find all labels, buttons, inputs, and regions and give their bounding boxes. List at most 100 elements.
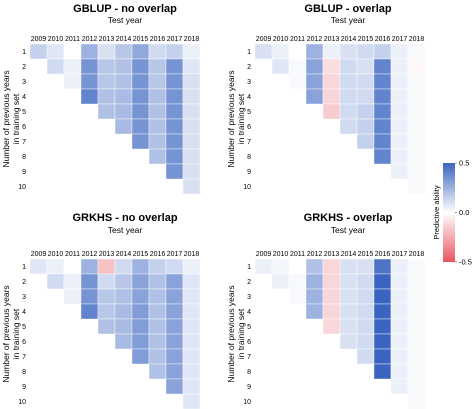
x-tick-label: 2014: [341, 36, 357, 43]
heatmap-cell: [97, 73, 116, 90]
heatmap-cell: [165, 288, 184, 305]
heatmap-cell: [390, 288, 409, 305]
heatmap-cell: [97, 58, 116, 75]
heatmap-cell: [80, 58, 99, 75]
y-tick-label: 4: [22, 309, 26, 316]
heatmap-cell: [165, 163, 184, 180]
heatmap-cell: [63, 73, 82, 90]
heatmap-cell: [373, 363, 392, 380]
heatmap-cell: [339, 43, 358, 60]
heatmap-cell: [46, 43, 65, 60]
x-tick-label: 2013: [324, 36, 340, 43]
y-tick-label: 10: [243, 399, 251, 406]
heatmap-cell: [165, 103, 184, 120]
heatmap-cell: [373, 133, 392, 150]
heatmap-cell: [46, 273, 65, 290]
heatmap-cell: [339, 73, 358, 90]
y-tick-label: 6: [22, 339, 26, 346]
heatmap-cell: [148, 133, 167, 150]
heatmap-cell: [80, 258, 99, 275]
x-axis-title: Test year: [331, 225, 366, 235]
heatmap-cell: [114, 318, 133, 335]
y-tick-label: 5: [247, 324, 251, 331]
heatmap-cell: [165, 118, 184, 135]
heatmap-cell: [182, 58, 201, 75]
x-tick-label: 2013: [99, 36, 115, 43]
heatmap-cell: [390, 103, 409, 120]
heatmap-cell: [356, 103, 375, 120]
heatmap-cell: [80, 43, 99, 60]
x-axis-title: Test year: [108, 15, 143, 25]
heatmap-cell: [390, 303, 409, 320]
heatmap-cell: [390, 148, 409, 165]
heatmap-cell: [114, 333, 133, 350]
heatmap-cell: [407, 163, 426, 180]
heatmap-cell: [390, 163, 409, 180]
x-tick-label: 2014: [116, 36, 132, 43]
heatmap-cell: [390, 258, 409, 275]
heatmap-cell: [182, 258, 201, 275]
heatmap-cell: [131, 88, 150, 105]
heatmap-cell: [305, 273, 324, 290]
heatmap-cell: [182, 348, 201, 365]
y-tick-label: 10: [18, 399, 26, 406]
heatmap-cell: [148, 273, 167, 290]
heatmap-cell: [254, 43, 273, 60]
heatmap-cell: [407, 118, 426, 135]
heatmap-cell: [288, 43, 307, 60]
y-tick-label: 2: [247, 64, 251, 71]
heatmap-cell: [148, 148, 167, 165]
x-axis-title: Test year: [108, 225, 143, 235]
x-tick-label: 2010: [48, 251, 64, 258]
heatmap-cell: [148, 88, 167, 105]
heatmap-cell: [182, 43, 201, 60]
x-tick-label: 2012: [82, 251, 98, 258]
heatmap-cell: [339, 273, 358, 290]
heatmap-cell: [131, 58, 150, 75]
y-tick-label: 2: [22, 279, 26, 286]
x-tick-label: 2017: [392, 251, 408, 258]
heatmap-cell: [339, 288, 358, 305]
x-tick-label: 2009: [256, 36, 272, 43]
x-tick-label: 2012: [307, 251, 323, 258]
heatmap-cell: [356, 273, 375, 290]
x-tick-label: 2009: [256, 251, 272, 258]
heatmap-cell: [407, 393, 426, 409]
heatmap-cell: [356, 333, 375, 350]
y-tick-label: 9: [247, 384, 251, 391]
y-tick-label: 10: [243, 184, 251, 191]
heatmap-cell: [390, 378, 409, 395]
y-axis-title: Number of previous yearsin training set: [1, 70, 21, 167]
x-tick-label: 2017: [392, 36, 408, 43]
heatmap-cell: [114, 43, 133, 60]
y-tick-label: 7: [22, 354, 26, 361]
heatmap-cell: [356, 43, 375, 60]
x-tick-label: 2011: [65, 251, 80, 258]
heatmap-cell: [407, 288, 426, 305]
heatmap-cell: [356, 88, 375, 105]
x-tick-label: 2012: [82, 36, 98, 43]
legend-tick-label: -0.5: [459, 258, 472, 267]
y-tick-label: 7: [22, 139, 26, 146]
heatmap-cell: [407, 378, 426, 395]
heatmap-cell: [288, 288, 307, 305]
heatmap-cell: [305, 288, 324, 305]
heatmap-cell: [373, 348, 392, 365]
heatmap-cell: [97, 318, 116, 335]
x-tick-label: 2018: [184, 251, 200, 258]
heatmap-cell: [390, 58, 409, 75]
heatmap-cell: [80, 73, 99, 90]
x-tick-label: 2013: [324, 251, 340, 258]
heatmap-cell: [356, 118, 375, 135]
heatmap-cell: [322, 273, 341, 290]
y-tick-label: 6: [247, 124, 251, 131]
heatmap-cell: [97, 88, 116, 105]
heatmap-cell: [165, 73, 184, 90]
heatmap-cell: [373, 148, 392, 165]
heatmap-cell: [373, 303, 392, 320]
heatmap-cell: [390, 318, 409, 335]
y-tick-label: 2: [22, 64, 26, 71]
x-tick-label: 2014: [116, 251, 132, 258]
heatmap-cell: [390, 273, 409, 290]
